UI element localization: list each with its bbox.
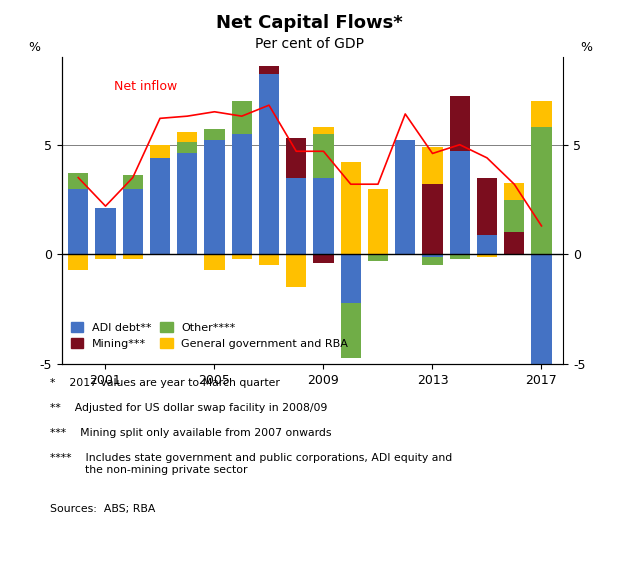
Text: Per cent of GDP: Per cent of GDP [255,37,364,51]
Bar [477,178,497,234]
Text: %: % [28,41,40,54]
Legend: ADI debt**, Mining***, Other****, General government and RBA: ADI debt**, Mining***, Other****, Genera… [67,319,352,352]
Bar [368,254,388,261]
Bar [449,254,470,259]
Bar [177,131,197,142]
Bar [449,151,470,254]
Bar [422,184,443,254]
Bar [95,254,116,259]
Bar [504,200,524,233]
Bar [504,233,524,254]
Bar [313,127,334,134]
Bar [68,173,89,188]
Bar [204,129,225,141]
Bar [531,127,552,254]
Bar [286,178,306,254]
Bar [340,254,361,303]
Bar [232,101,252,134]
Bar [449,96,470,151]
Bar [204,254,225,270]
Text: Net inflow: Net inflow [114,80,177,93]
Bar [395,141,415,254]
Bar [259,65,279,75]
Bar [313,178,334,254]
Bar [177,142,197,154]
Bar [204,141,225,254]
Bar [531,254,552,364]
Bar [313,134,334,178]
Bar [259,254,279,265]
Bar [368,188,388,254]
Bar [286,254,306,287]
Bar [422,257,443,265]
Bar [531,101,552,127]
Text: Sources:  ABS; RBA: Sources: ABS; RBA [50,504,155,514]
Text: Net Capital Flows*: Net Capital Flows* [216,14,403,32]
Bar [477,254,497,257]
Text: ****    Includes state government and public corporations, ADI equity and
      : **** Includes state government and publi… [50,453,452,475]
Bar [259,75,279,254]
Bar [422,254,443,257]
Text: *    2017 values are year to March quarter: * 2017 values are year to March quarter [50,378,279,389]
Bar [150,145,170,158]
Bar [123,175,143,188]
Bar [68,254,89,270]
Bar [68,188,89,254]
Bar [123,254,143,259]
Text: ***    Mining split only available from 2007 onwards: *** Mining split only available from 200… [50,428,331,439]
Bar [313,254,334,263]
Text: %: % [580,41,592,54]
Bar [232,134,252,254]
Bar [95,208,116,254]
Bar [123,188,143,254]
Text: **    Adjusted for US dollar swap facility in 2008/09: ** Adjusted for US dollar swap facility … [50,403,327,414]
Bar [504,183,524,200]
Bar [232,254,252,259]
Bar [340,303,361,357]
Bar [340,162,361,254]
Bar [177,154,197,254]
Bar [286,138,306,178]
Bar [422,147,443,184]
Bar [477,234,497,254]
Bar [150,158,170,254]
